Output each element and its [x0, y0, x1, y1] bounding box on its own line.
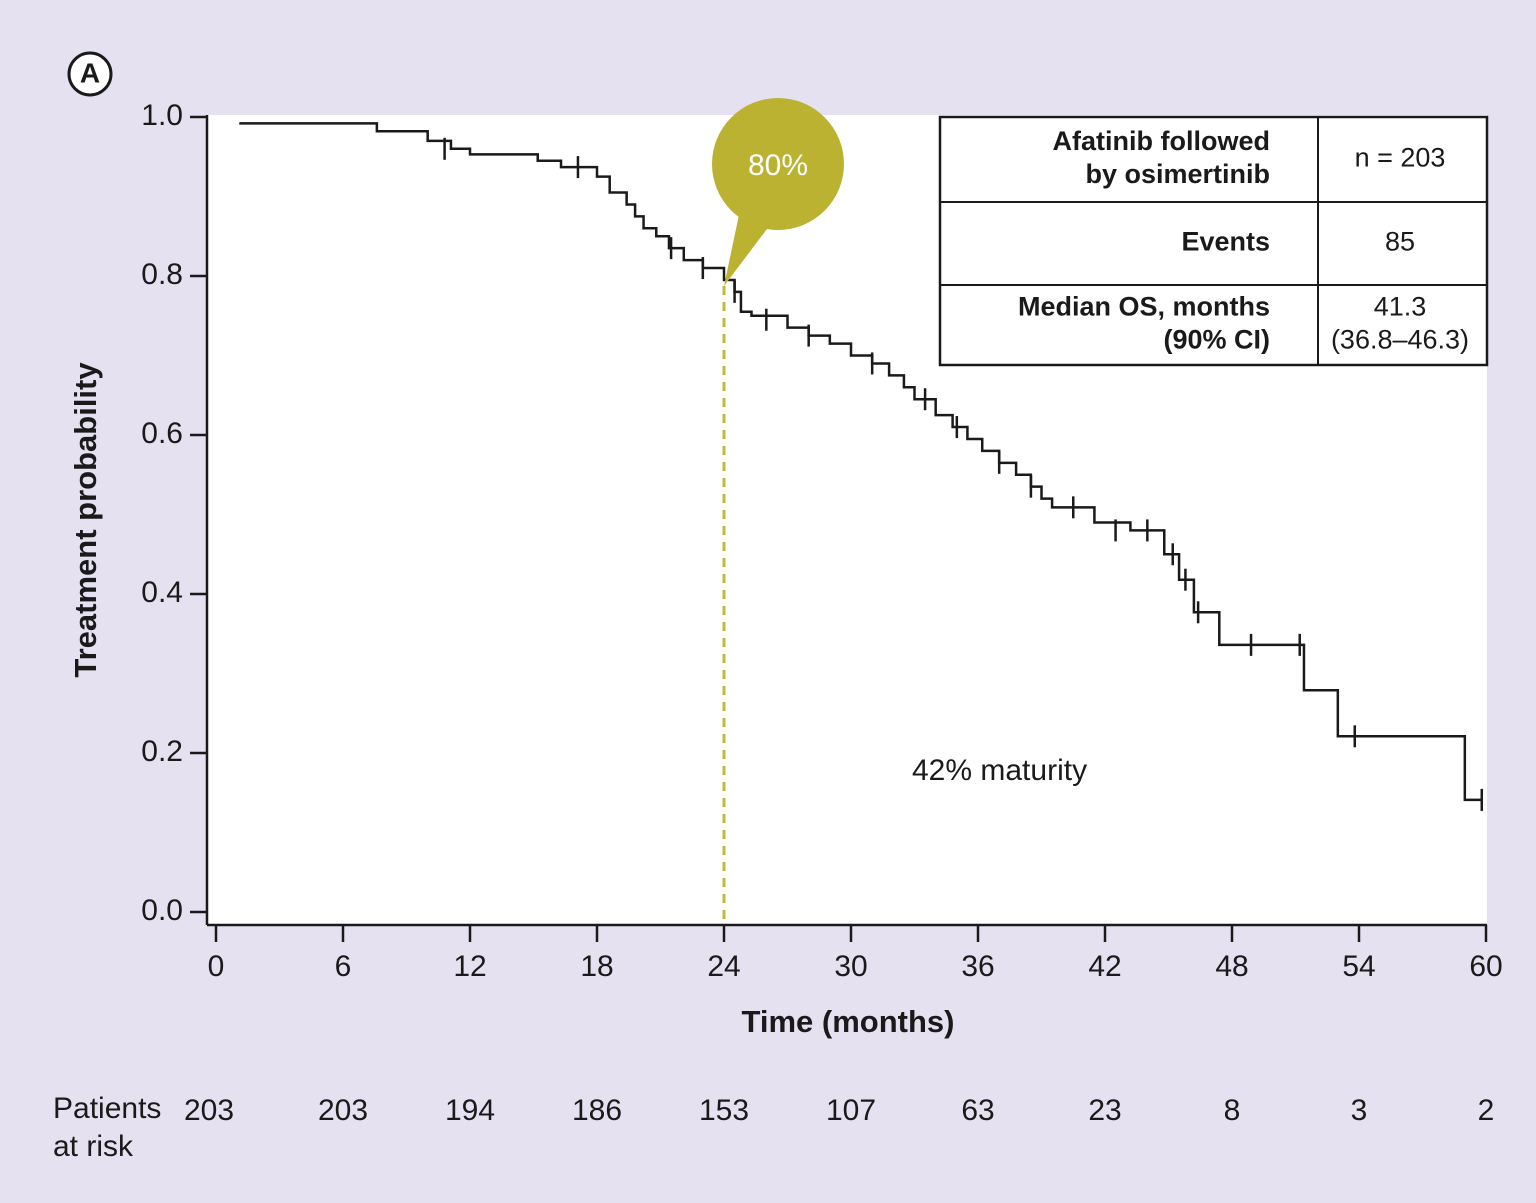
- x-tick-label: 30: [834, 950, 867, 983]
- callout-text: 80%: [748, 149, 808, 182]
- y-tick-label: 0.4: [141, 576, 183, 609]
- annotation: 42% maturity: [912, 754, 1087, 787]
- x-tick-label: 54: [1342, 950, 1375, 983]
- panel-badge: [67, 51, 113, 97]
- y-tick-label: 0.0: [141, 894, 183, 927]
- x-tick-label: 6: [335, 950, 352, 983]
- table-label: (90% CI): [1163, 325, 1270, 355]
- table-value: n = 203: [1355, 143, 1446, 173]
- at-risk-count: 194: [445, 1094, 495, 1127]
- table-value: 85: [1385, 227, 1415, 257]
- y-tick-label: 1.0: [141, 99, 183, 132]
- table-label: by osimertinib: [1085, 159, 1270, 189]
- x-tick-label: 42: [1088, 950, 1121, 983]
- table-label: Events: [1181, 227, 1270, 257]
- panel-label: A: [80, 57, 100, 88]
- table-label: Afatinib followed: [1053, 126, 1270, 156]
- at-risk-count: 186: [572, 1094, 622, 1127]
- x-tick-label: 18: [580, 950, 613, 983]
- table-label: Median OS, months: [1018, 292, 1270, 322]
- y-tick-label: 0.6: [141, 417, 183, 450]
- at-risk-count: 23: [1088, 1094, 1121, 1127]
- table-value: 41.3: [1374, 292, 1427, 322]
- at-risk-count: 203: [184, 1094, 234, 1127]
- x-tick-label: 24: [707, 950, 740, 983]
- at-risk-count: 8: [1224, 1094, 1241, 1127]
- at-risk-label: at risk: [53, 1130, 134, 1163]
- table-frame: [938, 115, 1489, 367]
- x-tick-label: 12: [453, 950, 486, 983]
- callout-bubble: [712, 98, 844, 230]
- y-tick-label: 0.2: [141, 735, 183, 768]
- at-risk-count: 63: [961, 1094, 994, 1127]
- y-tick-label: 0.8: [141, 258, 183, 291]
- at-risk-count: 203: [318, 1094, 368, 1127]
- at-risk-count: 2: [1478, 1094, 1495, 1127]
- callout-pointer: [724, 210, 770, 286]
- table-value: (36.8–46.3): [1331, 325, 1469, 355]
- x-axis-title: Time (months): [742, 1004, 955, 1039]
- survival-curve: [239, 122, 1482, 802]
- x-tick-label: 60: [1469, 950, 1502, 983]
- at-risk-label: Patients: [53, 1092, 161, 1125]
- y-axis-title: Treatment probability: [68, 362, 103, 678]
- x-tick-label: 0: [208, 950, 225, 983]
- at-risk-count: 107: [826, 1094, 876, 1127]
- at-risk-count: 3: [1351, 1094, 1368, 1127]
- x-tick-label: 48: [1215, 950, 1248, 983]
- at-risk-count: 153: [699, 1094, 749, 1127]
- x-tick-label: 36: [961, 950, 994, 983]
